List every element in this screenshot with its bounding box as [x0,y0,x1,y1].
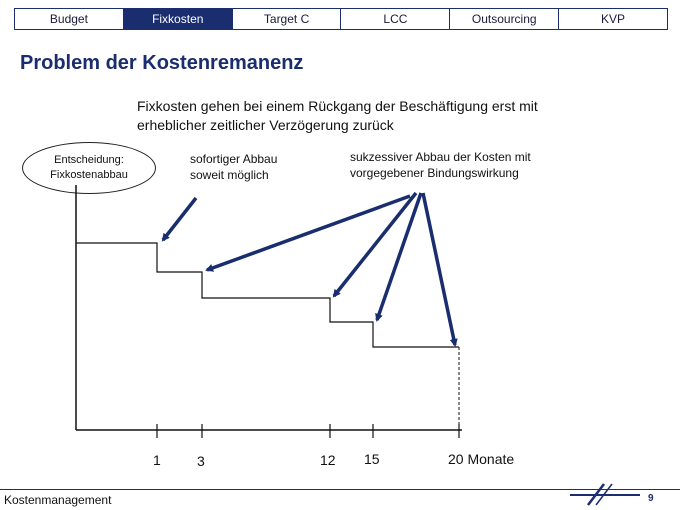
arrow-immediate [161,196,198,242]
decision-label-line-1: Entscheidung: [54,154,124,166]
tab-kvp[interactable]: KVP [601,12,626,26]
tick-label-12: 12 [320,452,336,468]
label-immediate-line-1: sofortiger Abbau [190,152,278,166]
arrow-gradual-12 [332,191,418,298]
tab-target-c[interactable]: Target C [233,9,342,29]
label-immediate-line-2: soweit möglich [190,168,269,182]
tab-outsourcing[interactable]: Outsourcing [450,9,560,29]
tick-label-1: 1 [153,452,161,468]
arrow-gradual-3 [205,194,411,272]
subtitle-line-1: Fixkosten gehen bei einem Rückgang der B… [137,98,538,114]
label-gradual-line-2: vorgegebener Bindungswirkung [350,166,519,180]
page-number: 9 [648,493,654,504]
footer-section-title: Kostenmanagement [4,493,112,507]
tick-label-20-monate: 20 Monate [448,451,515,467]
subtitle-line-2: erheblicher zeitlicher Verzögerung zurüc… [137,117,394,133]
arrow-gradual-20 [421,192,458,347]
decision-label-line-2: Fixkostenabbau [50,169,128,181]
tab-bar: Budget Fixkosten Target C LCC Outsourcin… [14,8,668,30]
label-gradual-line-1: sukzessiver Abbau der Kosten mit [350,150,531,164]
label-immediate-reduction: sofortiger Abbau soweit möglich [190,151,277,183]
tick-label-3: 3 [197,453,205,469]
tick-label-15: 15 [364,451,380,467]
page-title: Problem der Kostenremanenz [20,52,304,74]
company-logo-icon [570,483,640,506]
subtitle: Fixkosten gehen bei einem Rückgang der B… [137,97,657,135]
tab-budget[interactable]: Budget [15,9,124,29]
tab-lcc[interactable]: LCC [341,9,451,29]
label-gradual-reduction: sukzessiver Abbau der Kosten mit vorgege… [350,149,531,181]
footer-divider [0,489,680,490]
tab-fixkosten[interactable]: Fixkosten [123,9,233,29]
arrow-gradual-15 [375,192,423,322]
cost-step-curve [76,242,459,348]
decision-ellipse: Entscheidung: Fixkostenabbau [22,142,156,194]
